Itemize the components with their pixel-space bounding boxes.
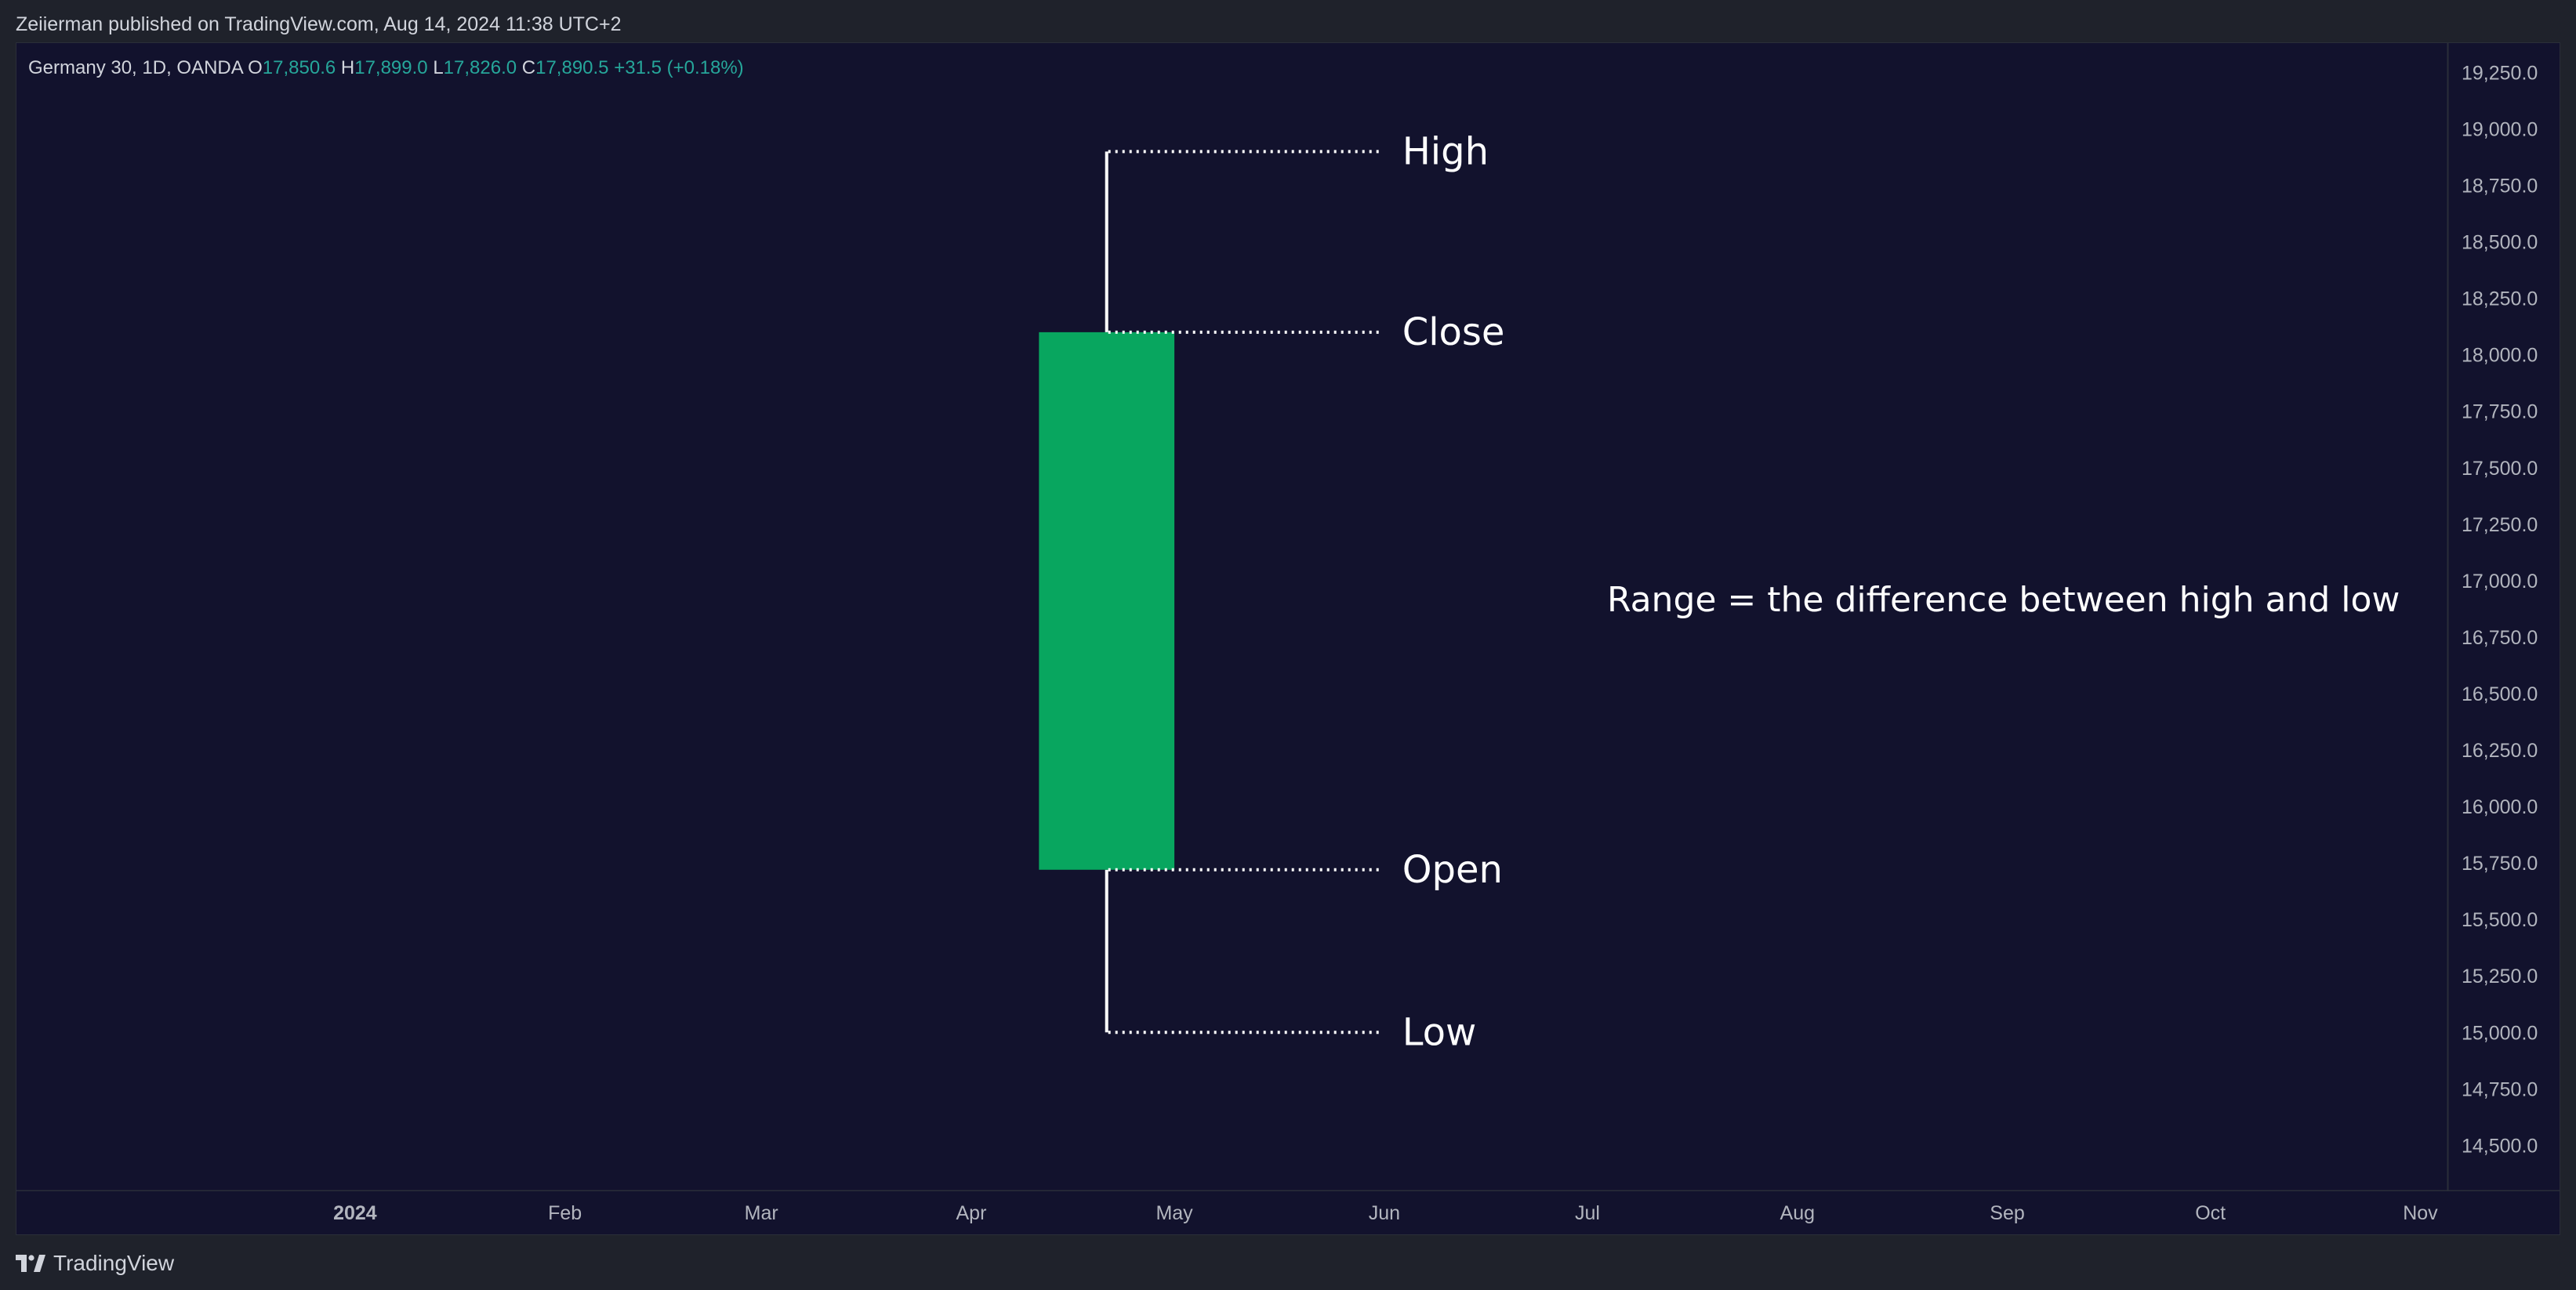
x-tick-label: Feb: [548, 1202, 582, 1224]
x-tick-label: Nov: [2403, 1202, 2438, 1224]
x-tick-label: Aug: [1780, 1202, 1815, 1224]
legend-segment: L: [433, 57, 443, 78]
high-label: High: [1402, 129, 1489, 173]
y-tick-label: 18,250.0: [2462, 288, 2538, 310]
y-tick-label: 19,000.0: [2462, 119, 2538, 141]
y-tick-label: 18,000.0: [2462, 345, 2538, 367]
chart-legend: Germany 30, 1D, OANDA O17,850.6 H17,899.…: [28, 57, 744, 78]
x-tick-label: Jul: [1575, 1202, 1600, 1224]
x-tick-label: Oct: [2195, 1202, 2226, 1224]
open-label: Open: [1402, 848, 1503, 892]
legend-segment: O: [248, 57, 263, 78]
candle-body: [1039, 332, 1175, 870]
legend-segment: +31.5 (+0.18%): [614, 57, 743, 78]
x-tick-label: Jun: [1369, 1202, 1400, 1224]
y-tick-label: 14,500.0: [2462, 1135, 2538, 1157]
tradingview-brand[interactable]: TradingView: [16, 1248, 174, 1279]
y-tick-label: 15,750.0: [2462, 853, 2538, 875]
tradingview-logo-icon: [16, 1255, 45, 1272]
legend-segment: H: [341, 57, 354, 78]
legend-segment: 17,890.5: [535, 57, 614, 78]
legend-segment: Germany 30, 1D, OANDA: [28, 57, 248, 78]
x-tick-label: May: [1156, 1202, 1193, 1224]
x-tick-label: Apr: [956, 1202, 986, 1224]
x-tick-label: 2024: [333, 1202, 377, 1224]
price-axis: [2447, 43, 2560, 1190]
y-tick-label: 17,250.0: [2462, 514, 2538, 536]
y-tick-label: 16,500.0: [2462, 683, 2538, 705]
range-annotation: Range = the difference between high and …: [1607, 580, 2400, 620]
y-tick-label: 15,250.0: [2462, 966, 2538, 987]
y-tick-label: 17,500.0: [2462, 458, 2538, 480]
x-tick-label: Mar: [745, 1202, 778, 1224]
y-tick-label: 16,000.0: [2462, 796, 2538, 818]
low-label: Low: [1402, 1010, 1477, 1054]
candlestick-chart[interactable]: 19,250.0 19,000.0 18,750.0 18,500.0 18,250.0…: [16, 43, 2560, 1234]
y-tick-label: 15,000.0: [2462, 1022, 2538, 1044]
publish-info: Zeiierman published on TradingView.com, …: [16, 13, 622, 35]
y-tick-label: 14,750.0: [2462, 1078, 2538, 1100]
y-tick-label: 16,250.0: [2462, 740, 2538, 762]
chart-area[interactable]: 19,250.0 19,000.0 18,750.0 18,500.0 18,250.0…: [16, 42, 2560, 1235]
legend-segment: 17,899.0: [354, 57, 433, 78]
y-tick-label: 19,250.0: [2462, 62, 2538, 84]
y-tick-label: 16,750.0: [2462, 627, 2538, 649]
time-axis: [16, 1191, 2560, 1234]
y-tick-label: 17,000.0: [2462, 571, 2538, 592]
y-tick-label: 18,500.0: [2462, 232, 2538, 254]
x-tick-label: Sep: [1990, 1202, 2024, 1224]
legend-segment: 17,850.6: [263, 57, 341, 78]
brand-label: TradingView: [53, 1251, 175, 1275]
legend-segment: 17,826.0: [444, 57, 522, 78]
y-tick-label: 17,750.0: [2462, 401, 2538, 423]
legend-segment: C: [522, 57, 535, 78]
close-label: Close: [1402, 310, 1505, 354]
y-tick-label: 15,500.0: [2462, 909, 2538, 931]
y-tick-label: 18,750.0: [2462, 176, 2538, 197]
